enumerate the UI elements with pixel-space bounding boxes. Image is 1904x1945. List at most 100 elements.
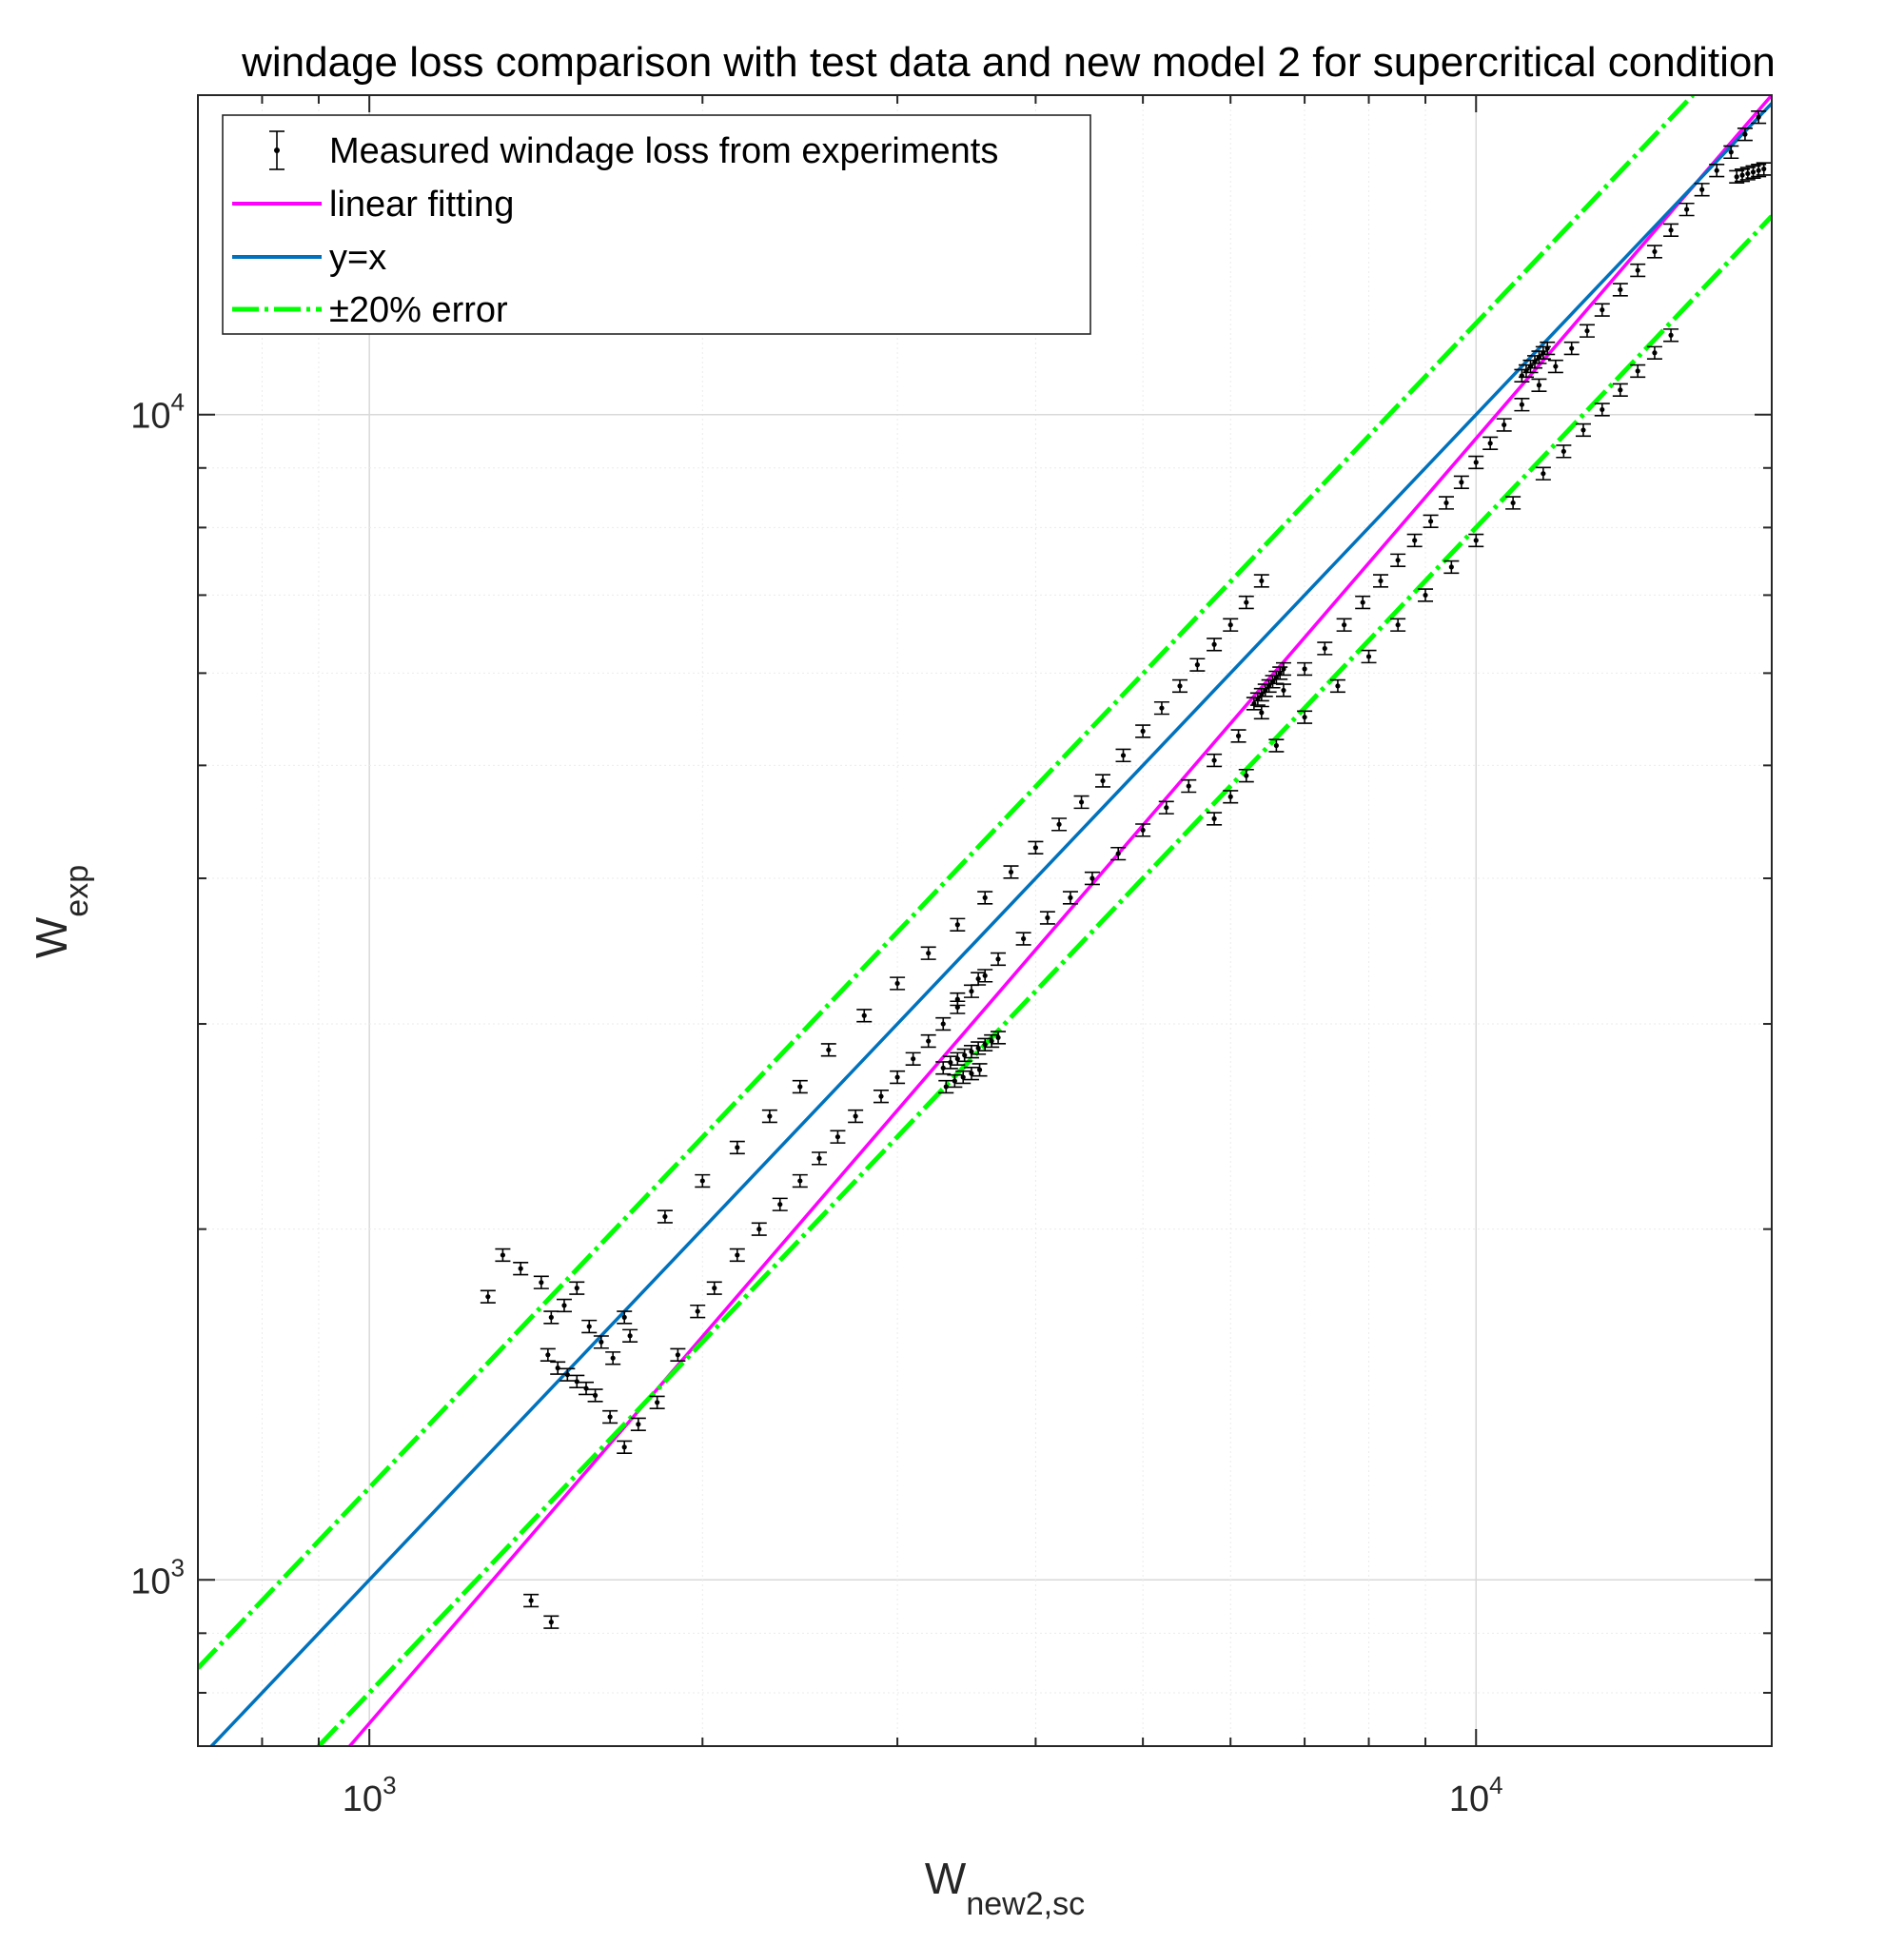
data-marker [627, 1333, 633, 1339]
data-marker [586, 1324, 592, 1329]
data-marker [1211, 641, 1217, 647]
data-marker [1273, 742, 1279, 749]
data-marker [960, 1074, 966, 1080]
data-marker [1584, 328, 1590, 334]
data-marker [1742, 131, 1748, 137]
data-point [1646, 345, 1662, 360]
data-marker [940, 1021, 946, 1027]
data-point [1663, 328, 1679, 343]
data-marker [797, 1084, 803, 1090]
data-point [956, 1048, 972, 1063]
data-point [1531, 378, 1547, 392]
data-point [1015, 932, 1031, 946]
data-marker [911, 1056, 916, 1062]
data-point [543, 1615, 559, 1629]
data-point [550, 1361, 566, 1375]
plot-area [198, 95, 1772, 1746]
data-point [820, 1043, 836, 1057]
data-marker [1448, 564, 1454, 570]
identity-line [209, 102, 1772, 1746]
data-marker [756, 1227, 762, 1232]
data-point [830, 1130, 846, 1144]
data-point [991, 952, 1007, 967]
data-marker [1652, 248, 1658, 255]
data-point [1496, 418, 1512, 432]
data-marker [1078, 799, 1085, 805]
data-marker [1089, 875, 1095, 881]
data-point [1678, 202, 1695, 217]
data-point [1189, 658, 1206, 672]
data-marker [976, 1067, 983, 1072]
data-point [812, 1151, 828, 1166]
data-marker [834, 1134, 841, 1140]
data-marker [1395, 622, 1401, 628]
data-marker [548, 1314, 554, 1320]
data-point [581, 1319, 598, 1334]
data-point [605, 1351, 621, 1365]
data-point [1439, 496, 1455, 510]
y-tick-exponent: 3 [171, 1553, 185, 1582]
y-tick-label: 104 [130, 388, 185, 437]
data-marker [1750, 169, 1757, 175]
data-marker [1541, 471, 1546, 477]
data-point [1514, 398, 1530, 412]
data-point [1207, 812, 1223, 826]
data-point [856, 1009, 873, 1023]
data-marker [1032, 845, 1039, 851]
data-marker [861, 1012, 867, 1018]
data-point [971, 972, 987, 986]
data-marker [636, 1422, 641, 1427]
data-marker [1395, 558, 1401, 563]
data-point [670, 1347, 686, 1363]
data-point [1540, 341, 1556, 356]
data-marker [969, 1071, 974, 1076]
data-marker [610, 1355, 616, 1361]
y-axis-label: Wexp [27, 865, 95, 958]
data-point [761, 1109, 777, 1124]
data-marker [1335, 683, 1341, 689]
data-marker [767, 1113, 773, 1119]
data-point [772, 1197, 788, 1211]
data-marker [1100, 777, 1106, 784]
data-marker [1008, 869, 1014, 875]
data-point [1361, 649, 1377, 664]
data-point [950, 917, 966, 932]
data-marker [695, 1308, 700, 1314]
data-marker [1668, 227, 1674, 233]
data-marker [1745, 170, 1751, 177]
data-point [1630, 263, 1646, 278]
data-point [729, 1140, 745, 1155]
data-point [955, 1070, 972, 1085]
data-marker [1302, 666, 1307, 672]
axes-box [197, 94, 1773, 1747]
data-marker [574, 1286, 579, 1291]
data-marker [1211, 815, 1217, 821]
data-marker [621, 1314, 627, 1320]
data-marker [1487, 441, 1493, 446]
data-marker [797, 1178, 803, 1184]
data-marker [1281, 687, 1286, 694]
y-tick-base: 10 [130, 1562, 170, 1601]
data-marker [485, 1294, 491, 1300]
data-point [1336, 618, 1352, 632]
data-marker [1618, 387, 1623, 393]
data-marker [954, 996, 960, 1002]
data-point [1158, 800, 1174, 815]
data-point [540, 1347, 556, 1363]
data-marker [1068, 894, 1073, 900]
data-marker [555, 1365, 560, 1371]
data-point [1238, 768, 1254, 783]
data-point [1751, 109, 1767, 125]
data-point [695, 1173, 711, 1189]
data-marker [975, 1045, 981, 1051]
data-marker [1211, 757, 1217, 763]
data-marker [500, 1252, 506, 1258]
data-point [513, 1261, 529, 1276]
data-marker [528, 1598, 534, 1603]
data-point [1297, 661, 1313, 677]
data-point [972, 1063, 988, 1077]
data-marker [943, 1084, 949, 1090]
data-marker [592, 1392, 599, 1398]
data-point [533, 1275, 549, 1289]
data-marker [969, 989, 974, 994]
